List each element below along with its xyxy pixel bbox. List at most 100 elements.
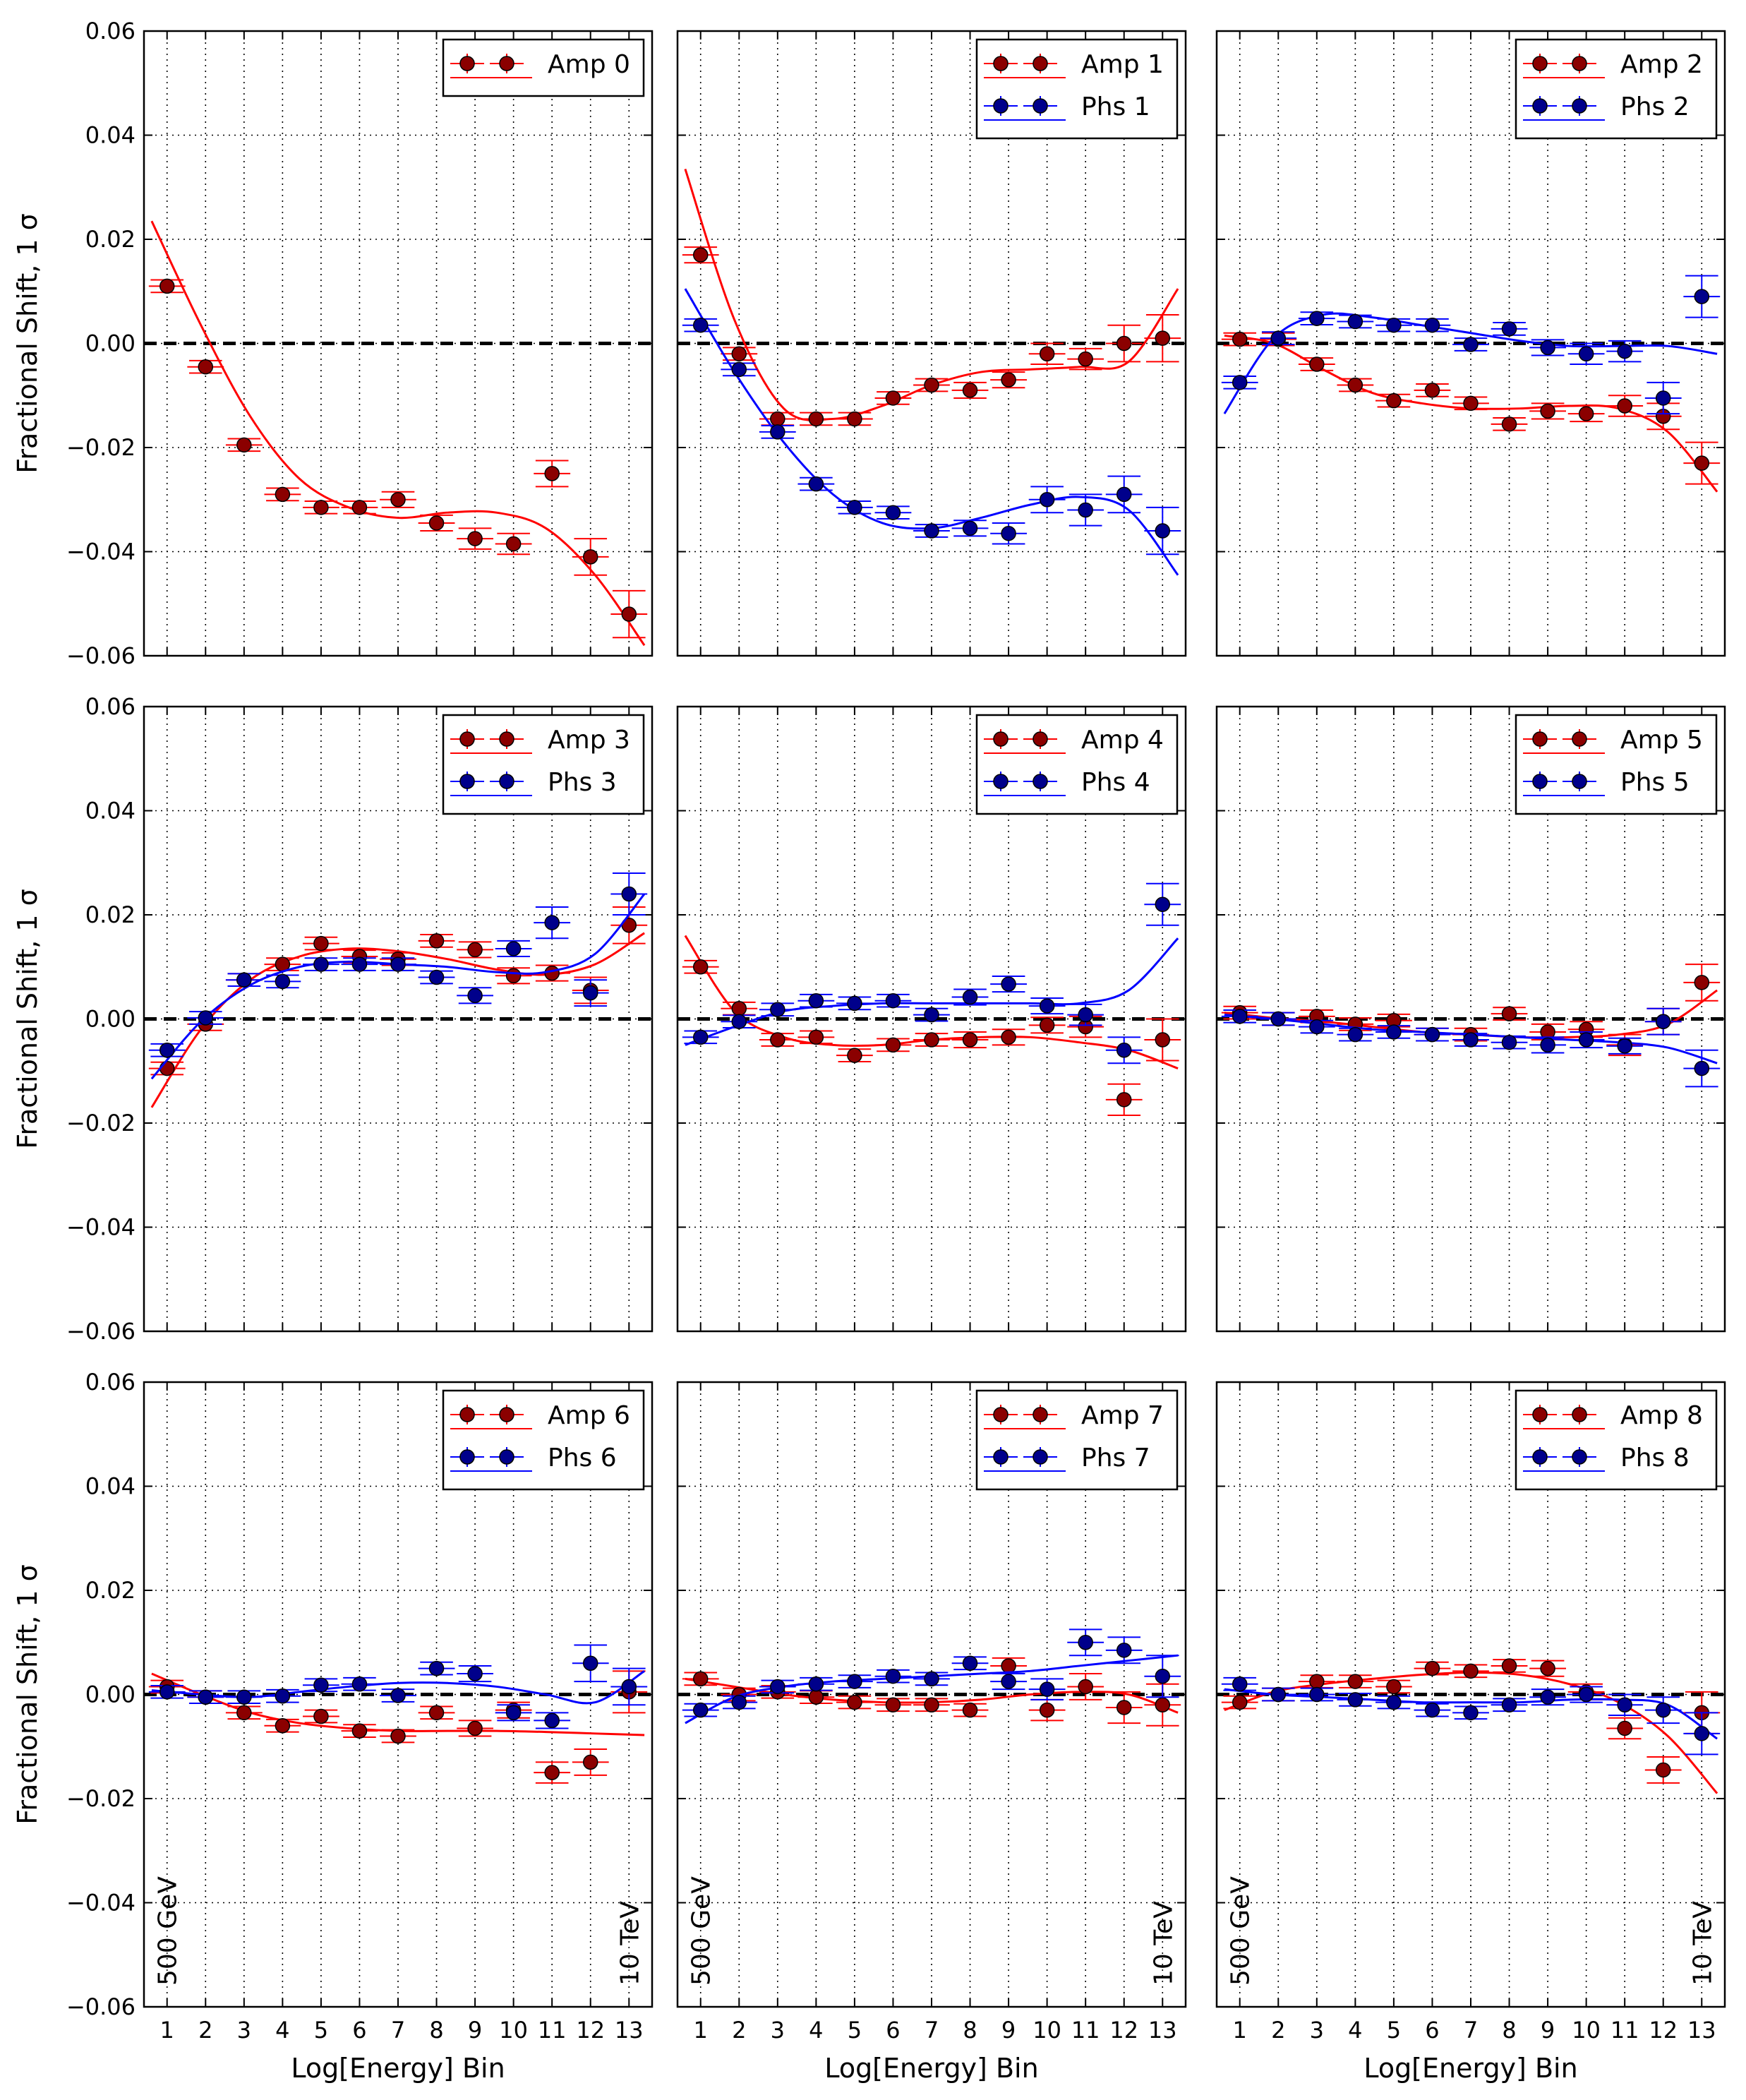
data-point-amp xyxy=(1347,1674,1363,1689)
data-point-phs xyxy=(198,1010,214,1026)
x-tick-label: 10 xyxy=(499,2017,528,2044)
data-point-phs xyxy=(692,1029,709,1045)
legend-marker xyxy=(1532,731,1548,747)
data-point-phs xyxy=(1155,1668,1171,1684)
y-tick-label: 0.00 xyxy=(85,330,136,357)
legend-label: Amp 8 xyxy=(1620,1401,1703,1430)
data-point-amp xyxy=(1309,356,1325,372)
data-point-phs xyxy=(1270,1011,1287,1027)
x-axis-label: Log[Energy] Bin xyxy=(291,2053,505,2084)
legend-marker xyxy=(499,1449,514,1465)
data-point-amp xyxy=(1001,372,1016,388)
data-point-amp xyxy=(390,1728,406,1744)
data-point-phs xyxy=(1501,1034,1517,1050)
data-point-amp xyxy=(885,390,901,406)
x-tick-label: 12 xyxy=(1649,2017,1678,2044)
data-point-amp xyxy=(1116,335,1132,352)
legend-marker xyxy=(459,1449,475,1465)
data-point-phs xyxy=(275,973,291,990)
x-tick-label: 1 xyxy=(694,2017,708,2044)
data-point-amp xyxy=(962,1032,978,1048)
data-point-amp xyxy=(808,1689,824,1705)
data-point-amp xyxy=(428,1705,445,1721)
data-point-phs xyxy=(1232,1009,1248,1024)
fit-curve-phs xyxy=(1223,312,1718,414)
y-tick-label: −0.02 xyxy=(66,1110,136,1136)
data-point-amp xyxy=(621,606,637,622)
y-tick-label: −0.04 xyxy=(66,1214,136,1241)
energy-label-low: 500 GeV xyxy=(1227,1876,1256,1986)
legend-marker xyxy=(1532,774,1548,789)
legend-marker xyxy=(1032,731,1048,747)
energy-label-high: 10 TeV xyxy=(1688,1901,1717,1986)
legend-label: Phs 1 xyxy=(1081,92,1150,121)
data-point-amp xyxy=(1578,406,1594,421)
legend-marker xyxy=(1572,731,1587,747)
data-point-amp xyxy=(885,1697,901,1712)
legend: Amp 2 Phs 2 xyxy=(1515,38,1718,140)
x-tick-label: 2 xyxy=(732,2017,746,2044)
legend-label: Phs 4 xyxy=(1081,768,1150,797)
data-point-amp xyxy=(236,1705,252,1721)
data-point-amp xyxy=(924,377,939,393)
data-point-phs xyxy=(1232,375,1248,390)
legend-box xyxy=(442,1389,645,1491)
x-tick-label: 11 xyxy=(538,2017,567,2044)
x-tick-label: 5 xyxy=(848,2017,862,2044)
legend-marker xyxy=(993,56,1009,71)
data-point-phs xyxy=(159,1684,175,1700)
data-point-amp xyxy=(198,359,214,375)
data-point-phs xyxy=(847,1674,862,1689)
data-point-phs xyxy=(351,1676,368,1692)
x-tick-label: 6 xyxy=(352,2017,366,2044)
x-tick-label: 8 xyxy=(963,2017,977,2044)
data-point-phs xyxy=(731,361,747,378)
data-point-amp xyxy=(1540,1660,1555,1676)
data-point-phs xyxy=(1540,340,1555,356)
data-point-phs xyxy=(731,1014,747,1029)
axes-frame xyxy=(143,1381,654,2008)
legend-marker xyxy=(1032,1407,1048,1422)
data-point-amp xyxy=(428,933,445,949)
data-point-amp xyxy=(1309,1674,1325,1689)
y-tick-label: 0.06 xyxy=(85,1369,136,1396)
x-tick-label: 7 xyxy=(391,2017,405,2044)
x-tick-label: 6 xyxy=(1425,2017,1439,2044)
panel-4: Amp 4 Phs 4 xyxy=(676,705,1187,1333)
data-point-phs xyxy=(313,1677,329,1693)
legend-label: Amp 5 xyxy=(1620,726,1703,755)
panel-0: −0.06 −0.04 −0.02 0.00 0.02 0.04 0.06 Amp 0 Frac… xyxy=(12,18,654,669)
data-point-phs xyxy=(1386,317,1402,333)
legend-box xyxy=(1515,714,1718,815)
data-point-amp xyxy=(351,1723,368,1739)
data-point-phs xyxy=(1155,896,1171,912)
y-tick-label: 0.00 xyxy=(85,1006,136,1033)
legend-marker xyxy=(459,731,475,747)
data-point-phs xyxy=(1001,976,1016,992)
x-tick-label: 11 xyxy=(1071,2017,1100,2044)
y-tick-label: 0.02 xyxy=(85,226,136,253)
data-point-phs xyxy=(1578,1686,1594,1703)
data-point-phs xyxy=(390,1688,406,1703)
data-point-amp xyxy=(962,1702,978,1718)
x-tick-label: 4 xyxy=(275,2017,289,2044)
data-point-amp xyxy=(1501,1006,1517,1021)
data-point-phs xyxy=(1078,502,1093,518)
legend-box xyxy=(975,1389,1179,1491)
x-tick-label: 8 xyxy=(1502,2017,1516,2044)
y-tick-label: 0.04 xyxy=(85,1473,136,1500)
panel-3: −0.06 −0.04 −0.02 0.00 0.02 0.04 0.06 Amp 3 Phs … xyxy=(12,693,654,1345)
axes-frame xyxy=(143,30,654,657)
data-point-phs xyxy=(198,1689,214,1705)
x-axis-label: Log[Energy] Bin xyxy=(824,2053,1038,2084)
legend-box xyxy=(1515,1389,1718,1491)
data-point-amp xyxy=(582,1754,598,1770)
data-point-amp xyxy=(1501,1658,1517,1674)
data-point-amp xyxy=(1347,377,1363,393)
legend-label: Phs 5 xyxy=(1620,768,1690,797)
data-point-amp xyxy=(467,1720,483,1736)
data-point-amp xyxy=(505,968,522,984)
legend-box xyxy=(975,38,1179,140)
data-point-amp xyxy=(428,515,445,531)
data-point-phs xyxy=(1540,1689,1555,1705)
